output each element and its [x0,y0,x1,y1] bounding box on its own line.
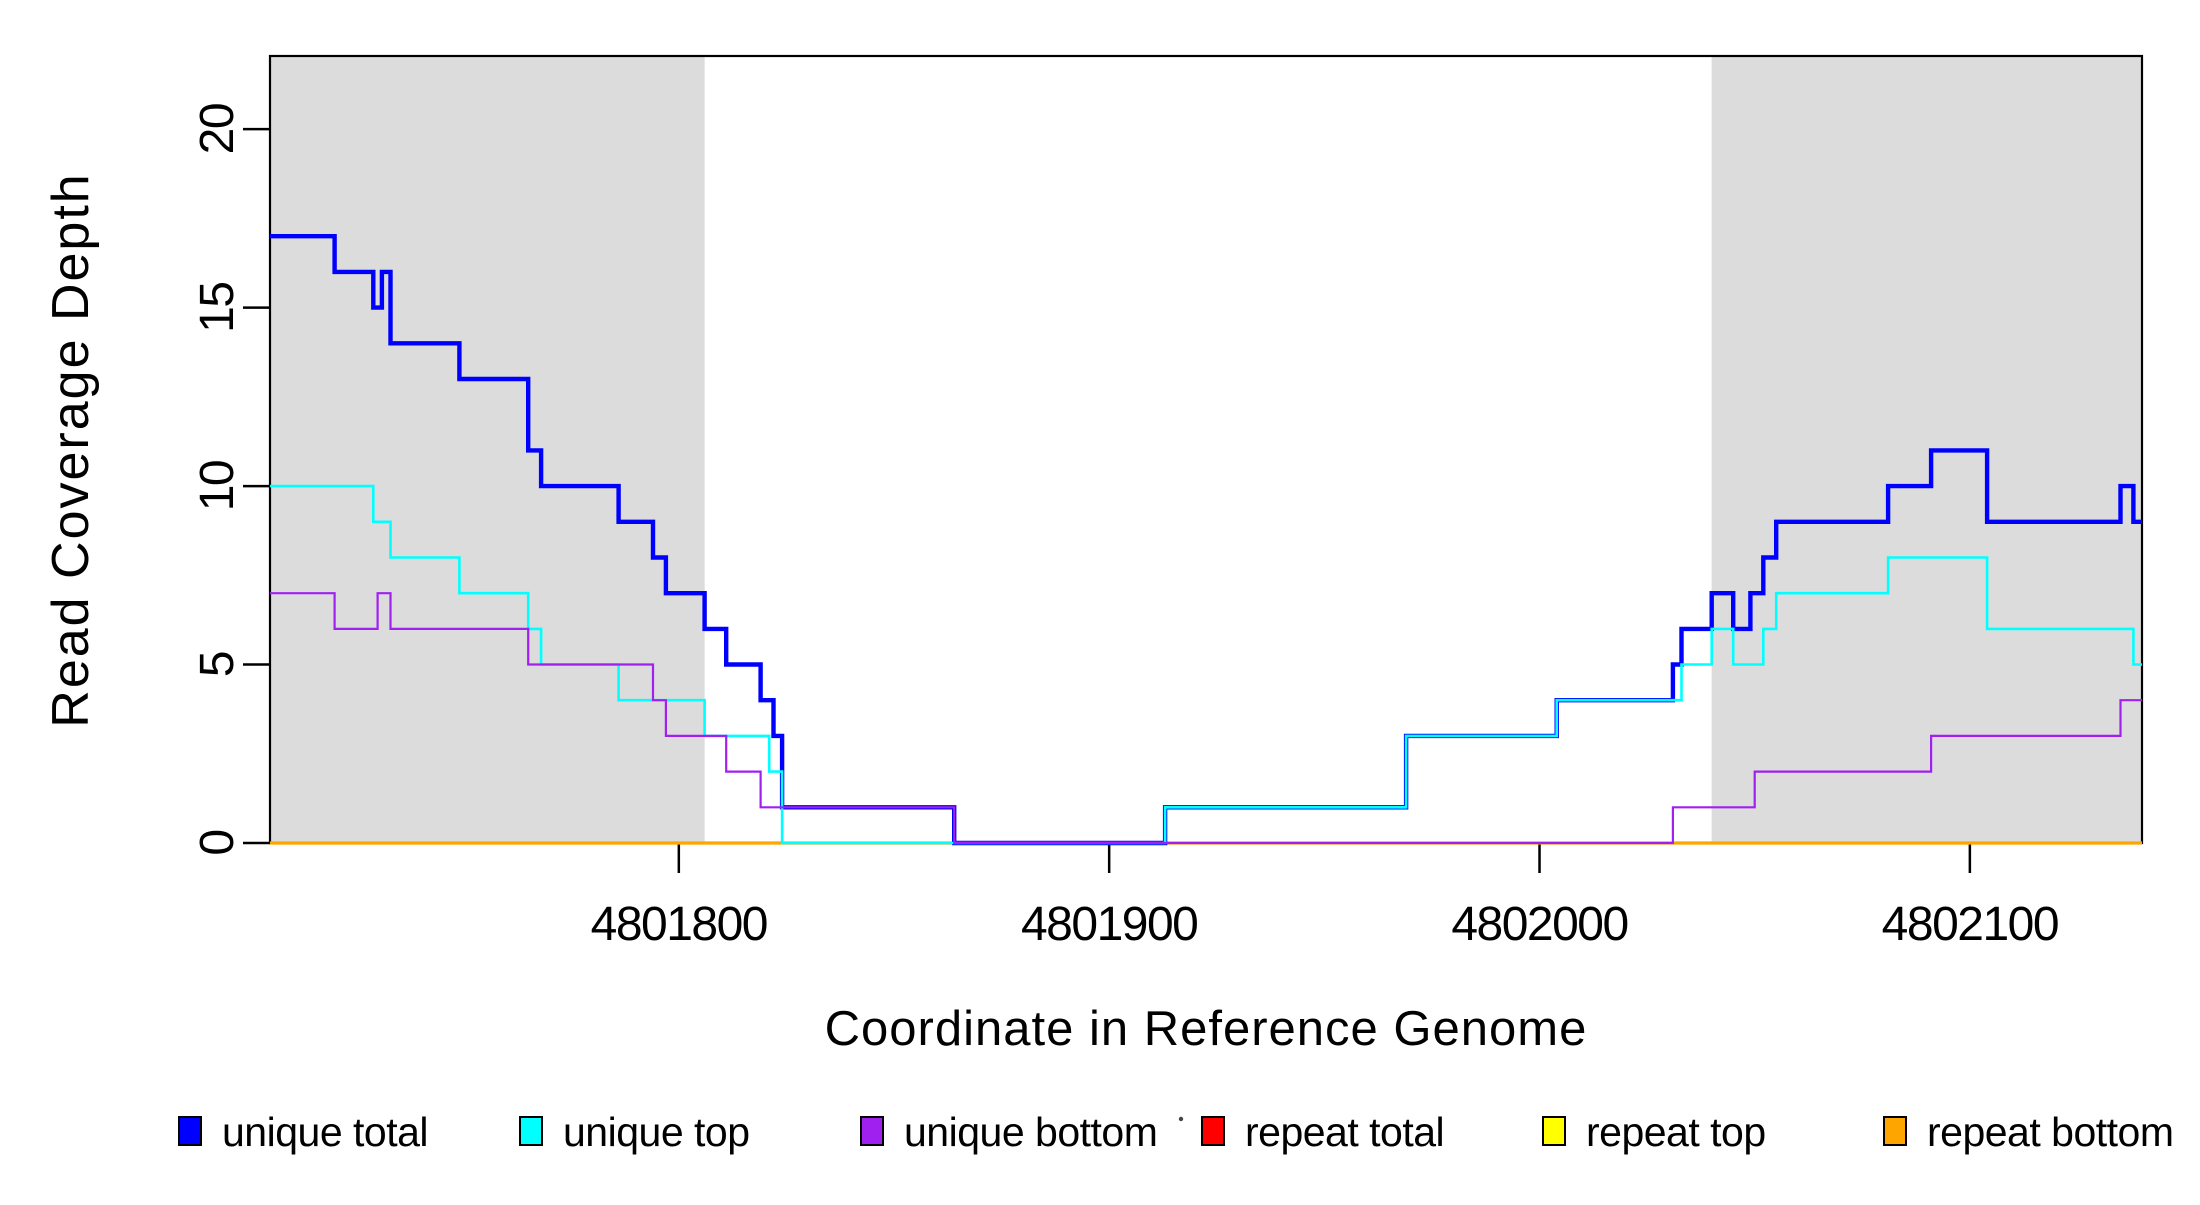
legend-item-repeat-bottom: repeat bottom [1883,1109,2174,1155]
x-tick-label: 4802000 [1451,898,1627,951]
y-axis-title: Read Coverage Depth [42,172,100,727]
legend-swatch [178,1116,202,1146]
legend-label: unique bottom [904,1109,1157,1155]
x-tick-label: 4802100 [1882,898,2058,951]
y-tick-label: 5 [191,652,244,677]
series-unique-top [270,484,2142,845]
legend-swatch [519,1116,543,1146]
y-tick-label: 20 [191,104,244,154]
x-tick-label: 4801800 [591,898,767,951]
legend-label: repeat top [1586,1109,1766,1155]
artifacts [1178,1116,1184,1122]
stray-dot [1178,1116,1184,1122]
legend-item-unique-bottom: unique bottom [860,1109,1158,1155]
legend-item-repeat-total: repeat total [1201,1109,1445,1155]
legend-swatch [1201,1116,1225,1146]
series-unique-bottom [270,592,2142,845]
legend-item-repeat-top: repeat top [1542,1109,1766,1155]
shaded-region [270,56,705,843]
y-axis: 0 5 10 15 20 [191,104,270,856]
legend-swatch [1883,1116,1907,1146]
shaded-region [1711,56,2142,843]
legend-item-unique-total: unique total [178,1109,429,1155]
legend-label: repeat total [1245,1109,1444,1155]
x-axis-title: Coordinate in Reference Genome [825,1002,1588,1056]
y-tick-label: 10 [191,461,244,511]
legend-label: unique total [222,1109,428,1155]
series-lines [270,234,2142,846]
y-tick-label: 0 [191,830,244,855]
legend-label: unique top [563,1109,750,1155]
x-axis: 4801800 4801900 4802000 4802100 [591,843,2060,951]
shaded-regions [270,56,2142,843]
y-tick-label: 15 [191,282,244,332]
legend-item-unique-top: unique top [519,1109,750,1155]
legend-swatch [860,1116,884,1146]
legend: unique total unique top unique bottom repea… [178,1109,2174,1155]
legend-swatch [1542,1116,1566,1146]
legend-label: repeat bottom [1927,1109,2174,1155]
x-tick-label: 4801900 [1021,898,1197,951]
